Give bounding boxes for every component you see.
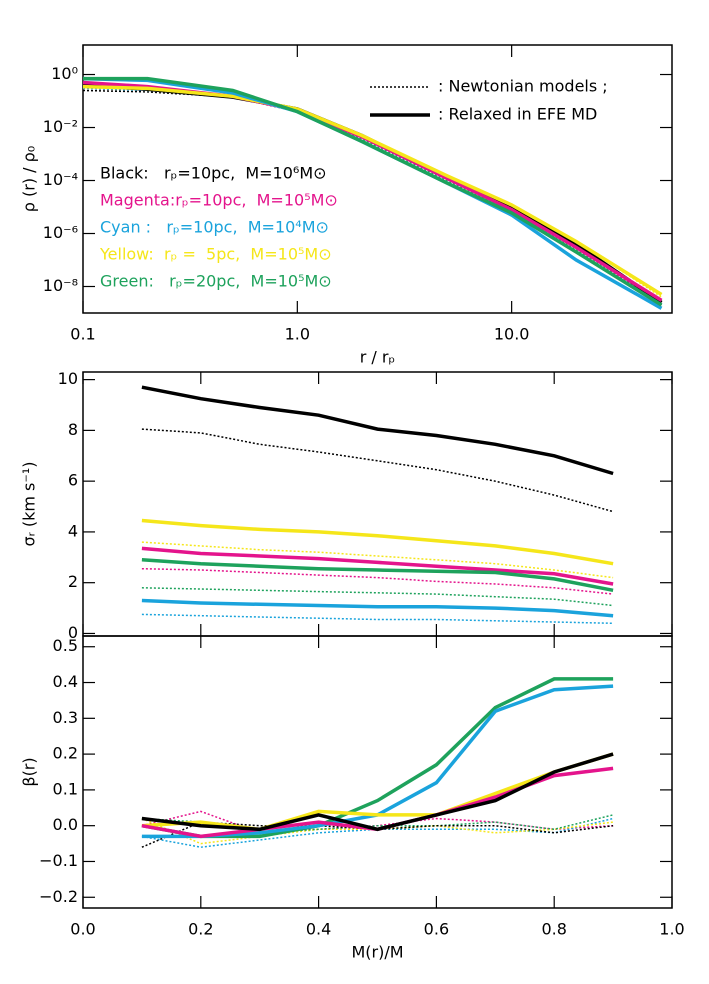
panel-frame — [82, 44, 673, 314]
x-tick-label: 0.6 — [424, 920, 449, 939]
x-tick-label: 1.0 — [659, 920, 684, 939]
y-tick-label: 10⁻² — [43, 117, 78, 136]
key-text: : Newtonian models ; — [438, 77, 608, 96]
series-line — [141, 598, 614, 618]
y-tick-label: 10⁻⁶ — [43, 223, 78, 242]
x-tick-label: 0.4 — [306, 920, 331, 939]
y-tick-label: 6 — [68, 471, 78, 490]
y-tick-label: −0.2 — [39, 887, 78, 906]
series-line — [141, 385, 614, 476]
series-line — [141, 546, 614, 586]
y-tick-label: 4 — [68, 521, 78, 540]
series-line — [141, 814, 614, 834]
y-axis-label: ρ (r) / ρ₀ — [20, 146, 39, 212]
series-line — [141, 428, 614, 513]
series-line — [141, 518, 614, 566]
y-tick-label: 0.3 — [53, 708, 78, 727]
key-text: : Relaxed in EFE MD — [438, 105, 597, 124]
series-line — [141, 558, 614, 593]
legend-entry: Magenta:rₚ=10pc, M=10⁵M⊙ — [100, 191, 338, 210]
y-axis-label: σᵣ (km s⁻¹) — [20, 462, 39, 547]
series-line — [141, 541, 614, 579]
legend-entry: Black: rₚ=10pc, M=10⁶M⊙ — [100, 164, 327, 183]
y-axis-label: β(r) — [20, 757, 39, 786]
legend-entry: Green: rₚ=20pc, M=10⁵M⊙ — [100, 272, 332, 291]
legend-entry: Yellow: rₚ = 5pc, M=10⁵M⊙ — [99, 245, 332, 264]
series-line — [141, 677, 614, 839]
y-tick-label: 0.2 — [53, 744, 78, 763]
x-axis-label: r / rₚ — [360, 348, 396, 367]
y-tick-label: 0.5 — [53, 636, 78, 655]
series-line — [83, 84, 663, 296]
x-tick-label: 0.8 — [541, 920, 566, 939]
y-tick-label: 10⁻⁸ — [43, 276, 78, 295]
series-line — [141, 752, 614, 832]
y-tick-label: 8 — [68, 420, 78, 439]
y-tick-label: 0.1 — [53, 779, 78, 798]
y-tick-label: 2 — [68, 572, 78, 591]
x-tick-label: 10.0 — [494, 325, 530, 344]
series-line — [141, 613, 614, 625]
x-axis-label: M(r)/M — [351, 943, 403, 962]
x-tick-label: 0.2 — [188, 920, 213, 939]
y-tick-label: 0.0 — [53, 815, 78, 834]
series-line — [141, 587, 614, 607]
y-tick-label: 10⁻⁴ — [43, 170, 78, 189]
series-line — [141, 567, 614, 595]
panel-frame — [82, 635, 673, 909]
series-line — [83, 76, 663, 307]
y-tick-label: 0 — [68, 623, 78, 642]
x-tick-label: 0.1 — [70, 325, 95, 344]
y-tick-label: 10 — [58, 369, 78, 388]
x-tick-label: 0.0 — [70, 920, 95, 939]
y-tick-label: 0.4 — [53, 672, 78, 691]
x-tick-label: 1.0 — [285, 325, 310, 344]
y-tick-label: 10⁰ — [51, 64, 78, 83]
y-tick-label: −0.1 — [39, 851, 78, 870]
series-line — [141, 752, 614, 832]
legend-entry: Cyan : rₚ=10pc, M=10⁴M⊙ — [100, 218, 329, 237]
